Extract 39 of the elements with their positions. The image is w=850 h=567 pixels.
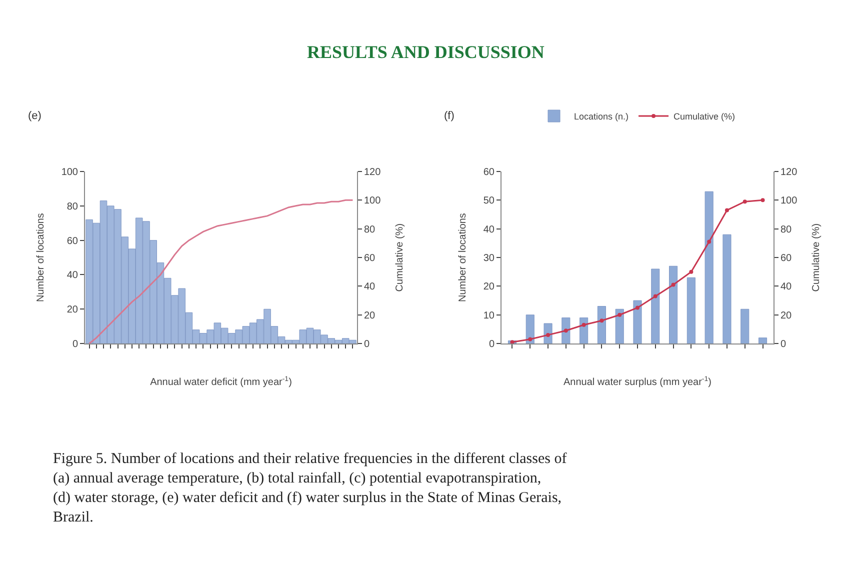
y2-tick-label: 100 bbox=[364, 196, 382, 207]
y2-tick-label: 20 bbox=[364, 310, 376, 322]
y2-tick-label: 40 bbox=[780, 282, 792, 293]
chart-title: (f) bbox=[444, 110, 454, 122]
y-axis-title: Number of locations bbox=[457, 213, 468, 302]
chart-title: (e) bbox=[28, 110, 42, 122]
y2-axis-title: Cumulative (%) bbox=[811, 223, 822, 292]
y-tick-label: 80 bbox=[66, 201, 78, 212]
y2-tick-label: 80 bbox=[364, 224, 376, 236]
y2-tick-label: 120 bbox=[364, 167, 382, 178]
y-tick-label: 20 bbox=[483, 282, 495, 293]
y2-tick-label: 60 bbox=[780, 253, 792, 264]
y2-tick-label: 80 bbox=[780, 224, 792, 236]
y2-tick-label: 100 bbox=[780, 196, 798, 207]
y-tick-label: 60 bbox=[483, 167, 495, 178]
y-tick-label: 0 bbox=[72, 339, 78, 350]
y-axis-title: Number of locations bbox=[35, 213, 46, 302]
y-tick-label: 60 bbox=[66, 236, 78, 247]
x-axis-title: Annual water deficit (mm year$^{-1}$) bbox=[150, 376, 292, 388]
y2-tick-label: 20 bbox=[780, 310, 792, 322]
legend-label: Locations (n.) bbox=[574, 112, 629, 122]
x-axis-title: Annual water surplus (mm year$^{-1}$) bbox=[564, 376, 712, 388]
y2-tick-label: 120 bbox=[780, 167, 798, 178]
y-tick-label: 30 bbox=[483, 253, 495, 264]
caption: Figure 5. Number of locations and their relative frequencies in the different classes of (a) annual average temperature, (b) total rainfall, (c) potential evapotranspiration, (d) water storage, (e) water deficit and (f) water surplus in the State of Minas Gerais, Brazil. bbox=[53, 451, 567, 526]
y2-tick-label: 60 bbox=[364, 253, 376, 264]
y2-tick-label: 40 bbox=[364, 282, 376, 293]
y-tick-label: 40 bbox=[66, 270, 78, 282]
y-tick-label: 50 bbox=[483, 196, 495, 207]
y2-tick-label: 0 bbox=[364, 339, 370, 350]
y-tick-label: 100 bbox=[61, 167, 78, 178]
legend-label: Cumulative (%) bbox=[674, 112, 736, 122]
y-tick-label: 0 bbox=[488, 339, 495, 350]
y-tick-label: 10 bbox=[483, 310, 495, 322]
y-tick-label: 40 bbox=[483, 224, 495, 236]
y2-tick-label: 0 bbox=[780, 339, 786, 350]
y2-axis-title: Cumulative (%) bbox=[394, 223, 406, 292]
text: RESULTS AND DISCUSSION bbox=[307, 42, 544, 62]
y-tick-label: 20 bbox=[66, 304, 78, 316]
